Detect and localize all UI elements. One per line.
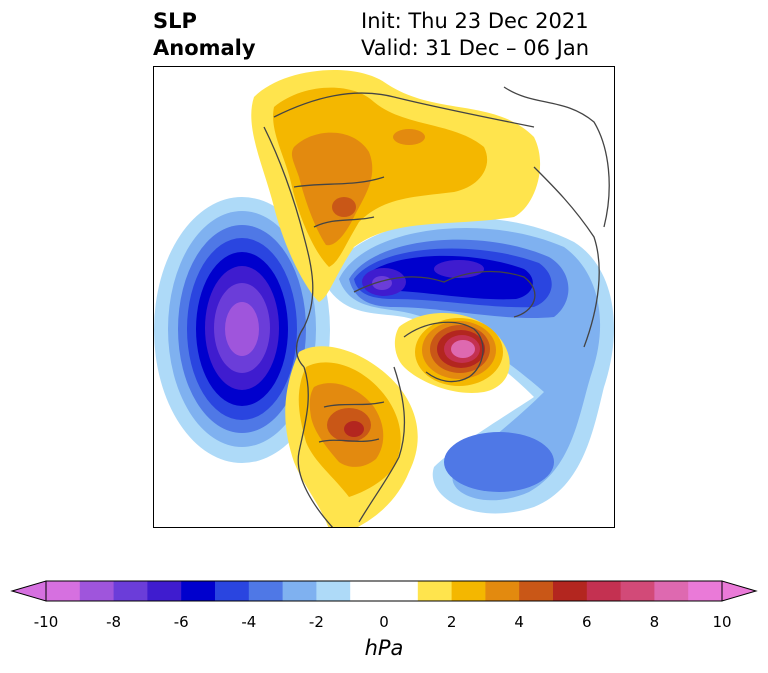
colorbar-tick-label: 10 (712, 613, 732, 631)
colorbar-tick-label: 4 (514, 613, 524, 631)
colorbar-tick-label: 6 (582, 613, 592, 631)
colorbar-bin (181, 581, 216, 601)
colorbar-bin (384, 581, 419, 601)
north-america-high-anomaly (285, 346, 418, 527)
colorbar-right-extension (721, 580, 758, 602)
colorbar-bin (451, 581, 486, 601)
valid-range: Valid: 31 Dec – 06 Jan (361, 36, 590, 60)
colorbar-bin (147, 581, 182, 601)
colorbar-tick-label: 2 (446, 613, 457, 631)
colorbar-bin (553, 581, 588, 601)
colorbar-bin (113, 581, 148, 601)
map-canvas (154, 70, 614, 527)
colorbar-bin (46, 581, 81, 601)
title-line-type: Anomaly (153, 36, 256, 60)
colorbar-tick-label: -10 (33, 613, 59, 631)
colorbar-bin (248, 581, 284, 601)
colorbar (10, 580, 758, 602)
colorbar-tick-label: -2 (308, 613, 324, 631)
init-date: Init: Thu 23 Dec 2021 (361, 9, 589, 33)
coastlines (263, 86, 610, 527)
colorbar-bin (350, 581, 385, 601)
map-title: SLP Anomaly (153, 8, 256, 62)
colorbar-left-extension (10, 580, 47, 602)
colorbar-tick-label: -8 (106, 613, 122, 631)
hudson-bay-high-anomaly (394, 313, 510, 393)
colorbar-tick-label: -4 (241, 613, 257, 631)
colorbar-bin (688, 581, 723, 601)
colorbar-bin (215, 581, 250, 601)
colorbar-bin (586, 581, 622, 601)
colorbar-bin (620, 581, 655, 601)
colorbar-bin (282, 581, 317, 601)
forecast-dates: Init: Thu 23 Dec 2021 Valid: 31 Dec – 06… (361, 8, 589, 62)
colorbar-bin (654, 581, 689, 601)
colorbar-tick-label: 0 (379, 613, 389, 631)
colorbar-bin (519, 581, 554, 601)
title-line-variable: SLP (153, 9, 197, 33)
colorbar-tick-label: 8 (649, 613, 660, 631)
colorbar-unit-label: hPa (364, 636, 404, 660)
anomaly-map (153, 66, 615, 528)
colorbar-bin (79, 581, 115, 601)
colorbar-tick-label: -6 (173, 613, 189, 631)
colorbar-bin (417, 581, 453, 601)
pacific-low-anomaly (154, 197, 330, 463)
colorbar-bin (316, 581, 351, 601)
colorbar-bin (485, 581, 520, 601)
